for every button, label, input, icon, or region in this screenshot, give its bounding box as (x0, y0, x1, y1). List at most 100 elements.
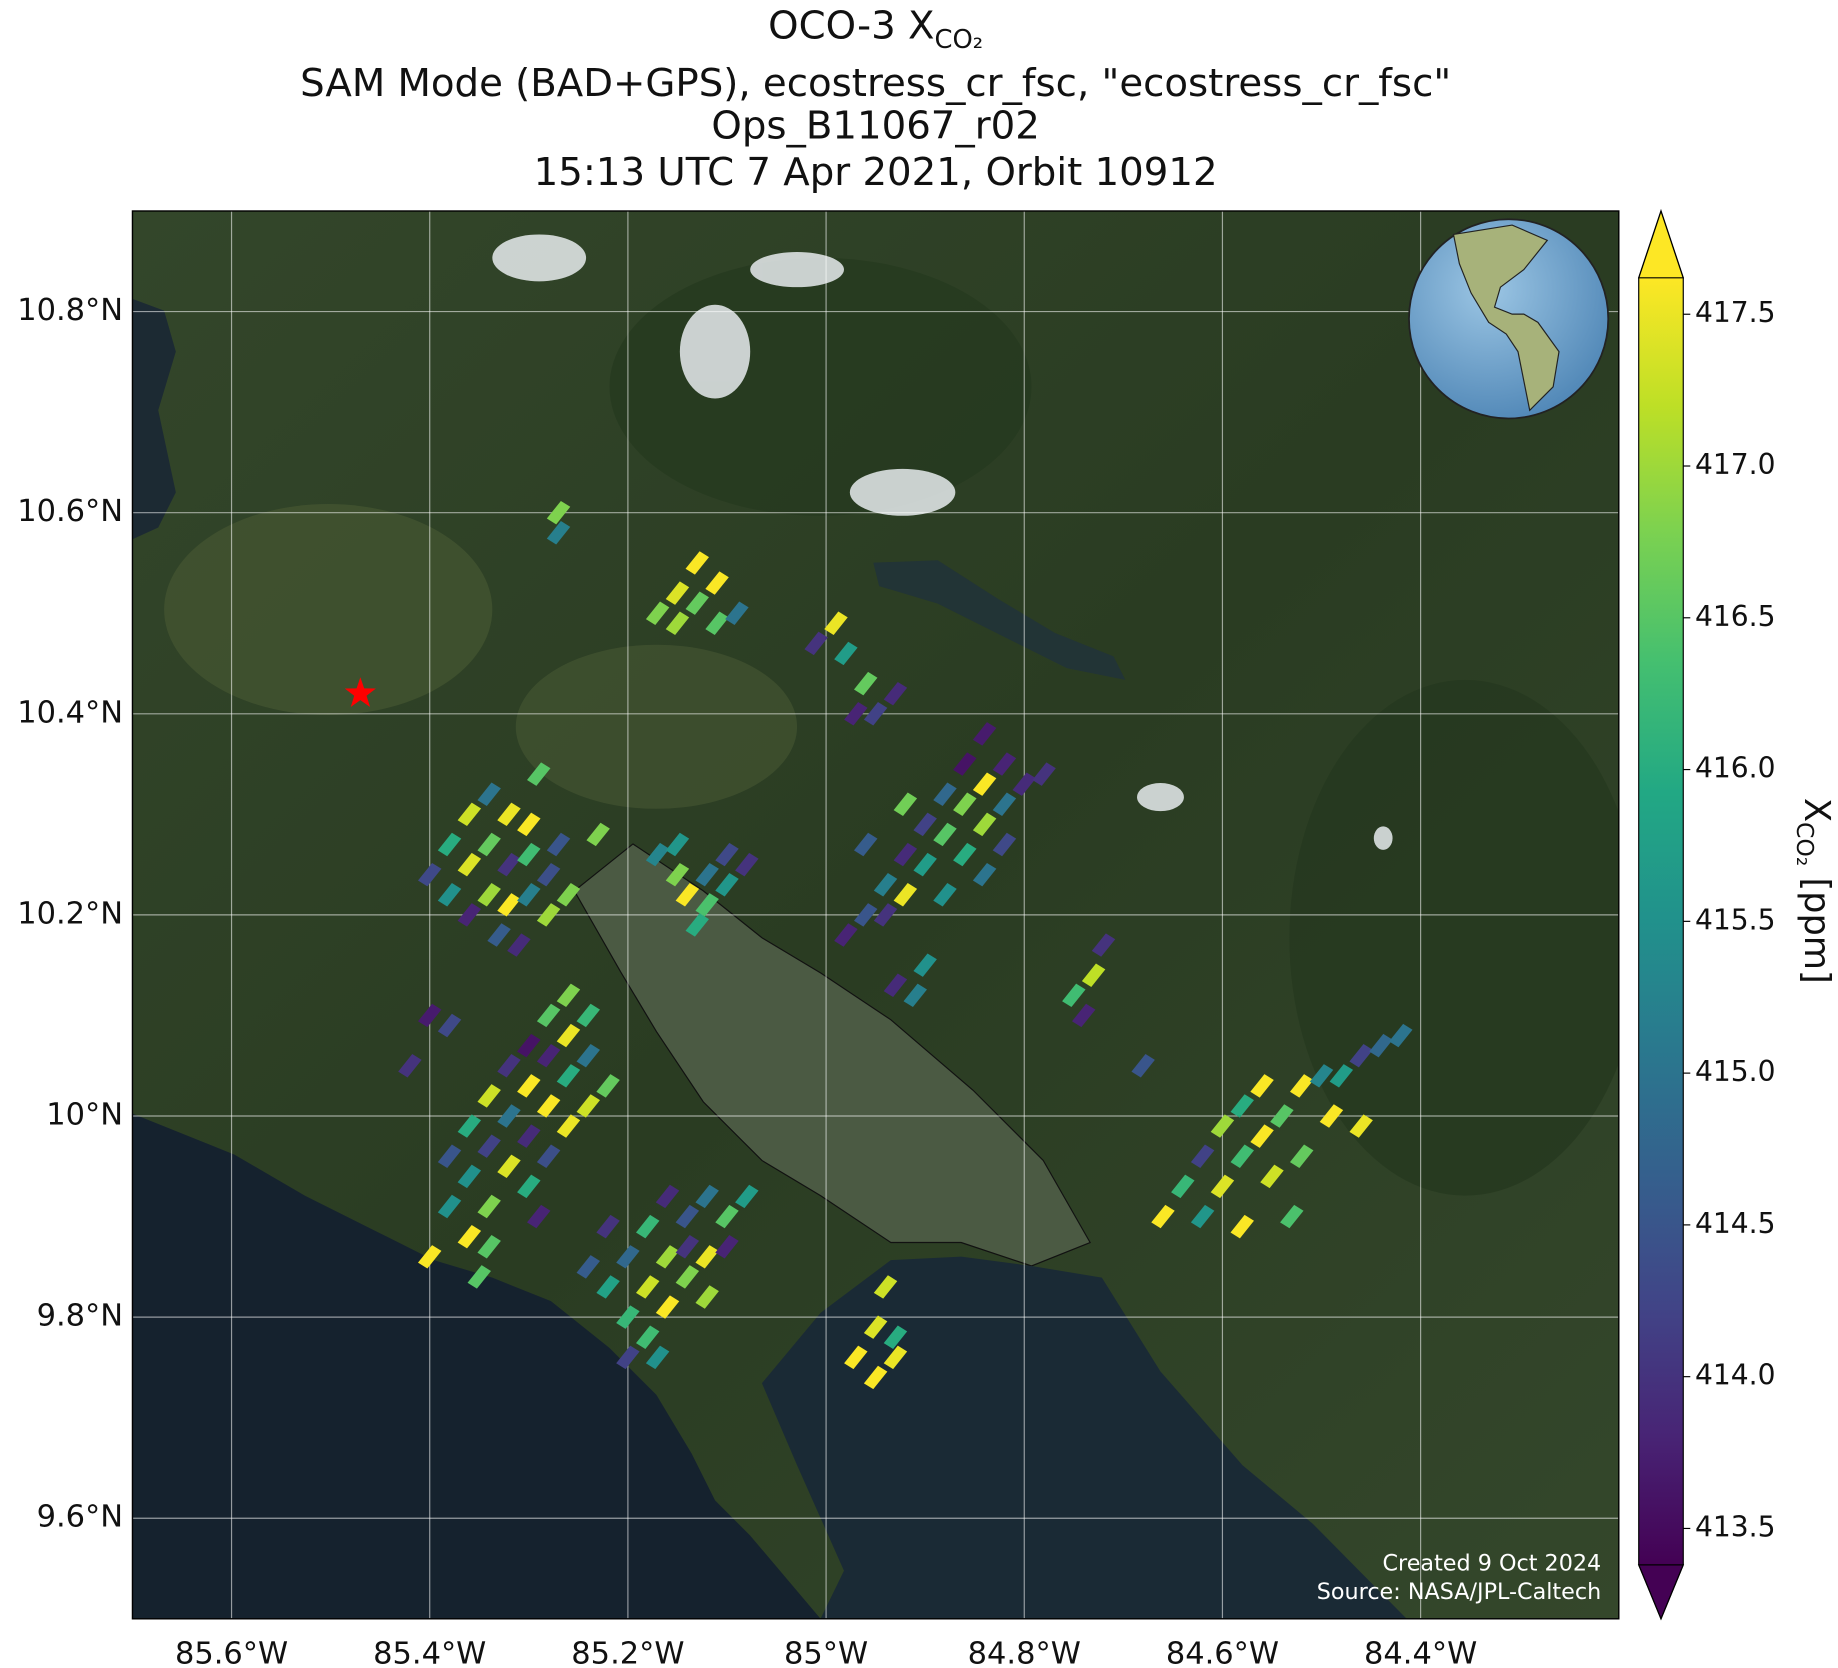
sounding-pixel (517, 1033, 541, 1058)
credit: Created 9 Oct 2024 (1383, 1551, 1602, 1577)
y-tick-label: 10.4°N (17, 695, 123, 730)
sounding-pixel (527, 1204, 551, 1229)
sounding-pixel (596, 1275, 620, 1299)
sounding-pixel (418, 1003, 442, 1028)
subtitle: SAM Mode (BAD+GPS), ecostress_cr_fsc, "e… (300, 61, 1451, 106)
sounding-pixel (913, 852, 937, 877)
sounding-pixel (477, 1235, 501, 1259)
colorbar-scale (1638, 277, 1684, 1565)
sounding-pixel (1369, 1033, 1393, 1058)
sounding-pixel (1190, 1204, 1215, 1229)
sounding-pixel (992, 792, 1017, 817)
sounding-pixel (645, 601, 670, 625)
sounding-pixel (972, 862, 997, 887)
y-tick-label: 9.8°N (37, 1299, 123, 1334)
sounding-pixel (536, 1144, 561, 1168)
x-tick-label: 84.6°W (1166, 1637, 1279, 1668)
sounding-pixel (546, 521, 571, 545)
credit: Source: NASA/JPL-Caltech (1317, 1579, 1601, 1605)
sounding-pixel (437, 1013, 462, 1038)
colorbar-tick-label: 416.0 (1695, 752, 1776, 785)
sounding-pixel (536, 903, 561, 927)
sounding-pixel (556, 1023, 581, 1048)
sounding-pixel (507, 933, 531, 957)
sounding-pixel (1032, 762, 1056, 786)
sounding-pixel (556, 983, 581, 1008)
sounding-pixel (655, 1184, 680, 1209)
sounding-pixel (477, 832, 501, 857)
sounding-pixel (933, 782, 957, 806)
colorbar-tick-label: 414.0 (1695, 1359, 1776, 1392)
sounding-pixel (467, 1265, 491, 1289)
colorbar-frame (1638, 209, 1684, 1621)
lake-nicaragua (132, 298, 176, 540)
y-tick-label: 9.6°N (37, 1500, 123, 1535)
sounding-pixel (1250, 1124, 1274, 1148)
sounding-pixel (645, 842, 670, 867)
sounding-pixel (853, 671, 878, 696)
colorbar-tick-label: 417.0 (1695, 448, 1776, 481)
sounding-pixel (1289, 1074, 1314, 1098)
title-main: OCO-3 X (768, 4, 934, 49)
x-tick-label: 85.2°W (571, 1637, 684, 1668)
ocean (761, 1256, 1407, 1619)
sounding-pixel (635, 1214, 660, 1239)
sounding-pixel (824, 611, 848, 636)
subtitle: Ops_B11067_r02 (711, 103, 1039, 148)
sounding-pixel (804, 631, 828, 656)
sounding-pixel (883, 1345, 908, 1370)
sounding-pixel (675, 883, 700, 907)
sounding-pixel (576, 1094, 600, 1118)
sounding-pixel (487, 923, 511, 947)
sounding-pixel (1171, 1174, 1195, 1199)
sounding-pixel (576, 1043, 600, 1068)
sounding-pixel (596, 1074, 620, 1098)
sounding-pixel (1329, 1064, 1354, 1088)
sounding-pixel (517, 812, 541, 837)
plains (515, 644, 798, 809)
sounding-pixel (1210, 1114, 1235, 1138)
sounding-pixel (873, 903, 898, 927)
x-tick-label: 85.6°W (175, 1637, 288, 1668)
sounding-pixel (536, 1043, 561, 1068)
sounding-pixel (418, 862, 442, 887)
sounding-pixel (497, 893, 521, 917)
sounding-pixel (913, 953, 937, 977)
sounding-pixel (705, 611, 729, 636)
y-tick-label: 10.6°N (17, 494, 123, 529)
sounding-pixel (655, 1295, 680, 1319)
sounding-pixel (883, 1325, 908, 1349)
mountains (609, 257, 1032, 516)
sounding-pixel (675, 1235, 700, 1259)
sounding-pixel (863, 1365, 888, 1390)
colorbar-tick-label: 414.5 (1695, 1207, 1776, 1240)
sounding-pixel (586, 822, 610, 847)
sounding-pixel (913, 812, 937, 837)
y-tick-label: 10.8°N (17, 293, 123, 328)
sounding-pixel (616, 1345, 640, 1370)
sounding-pixel (576, 1255, 600, 1279)
sounding-pixel (616, 1305, 640, 1329)
title-sub: CO₂ (934, 25, 983, 55)
sounding-pixel (635, 1325, 660, 1349)
sounding-pixel (477, 1084, 501, 1108)
sounding-pixel (527, 762, 551, 786)
mountains (1289, 679, 1619, 1196)
sounding-pixel (665, 862, 690, 887)
sounding-pixel (1389, 1023, 1413, 1048)
sounding-pixel (596, 1214, 620, 1239)
map-frame (131, 210, 1620, 1620)
sounding-pixel (715, 873, 739, 897)
colorbar-label-unit: [ppm] (1796, 866, 1837, 984)
sounding-pixel (1230, 1144, 1254, 1168)
sounding-pixel (695, 1184, 719, 1209)
sounding-pixel (497, 802, 521, 827)
sounding-pixel (1012, 772, 1036, 796)
colorbar-tick-label: 415.0 (1695, 1055, 1776, 1088)
x-tick-label: 84.8°W (968, 1637, 1081, 1668)
sounding-pixel (834, 641, 858, 666)
sounding-pixel (517, 883, 541, 907)
sounding-pixel (715, 1204, 739, 1229)
sounding-pixel (705, 571, 729, 595)
